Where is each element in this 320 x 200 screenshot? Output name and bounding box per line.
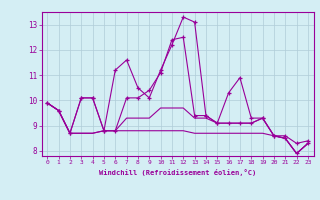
X-axis label: Windchill (Refroidissement éolien,°C): Windchill (Refroidissement éolien,°C) [99,169,256,176]
